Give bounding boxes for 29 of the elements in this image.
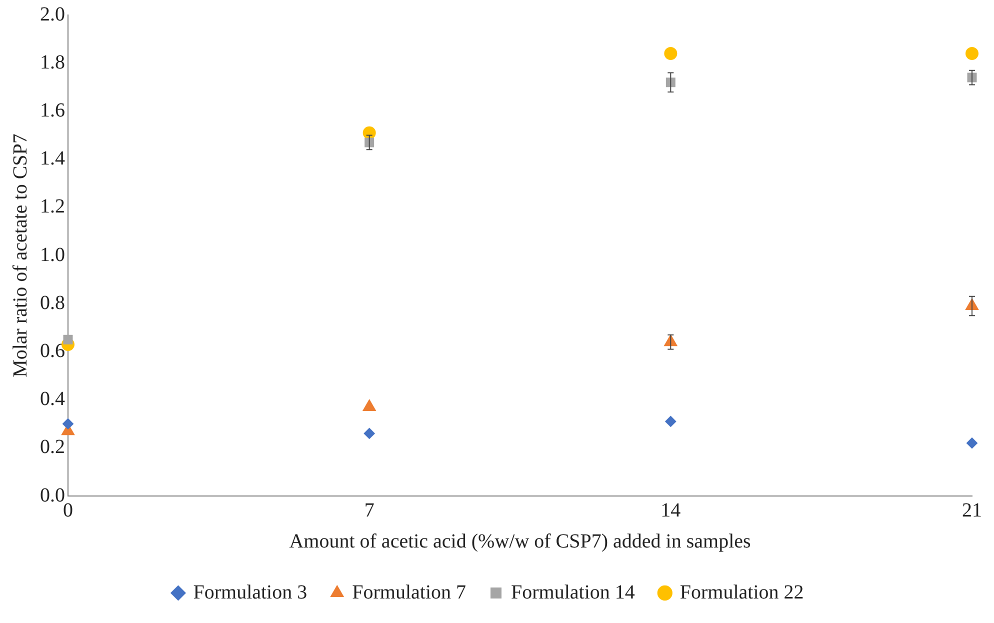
y-tick-label: 0.4 bbox=[40, 388, 65, 410]
point bbox=[362, 400, 376, 412]
y-tick-label: 0.2 bbox=[40, 436, 65, 458]
legend-label: Formulation 22 bbox=[680, 581, 804, 604]
y-tick-label: 0.8 bbox=[40, 292, 65, 314]
point bbox=[664, 46, 678, 60]
point bbox=[665, 416, 676, 427]
point bbox=[364, 428, 375, 439]
point bbox=[966, 46, 978, 60]
x-tick-label: 0 bbox=[63, 499, 73, 522]
y-tick-label: 0.0 bbox=[40, 484, 65, 506]
point bbox=[62, 418, 74, 430]
y-tick-label: 2.0 bbox=[40, 3, 65, 26]
x-axis-title: Amount of acetic acid (%w/w of CSP7) added in samples bbox=[289, 530, 751, 552]
y-tick-label: 0.6 bbox=[40, 340, 65, 362]
legend-label: Formulation 3 bbox=[193, 581, 308, 604]
y-tick-label: 1.0 bbox=[40, 244, 65, 266]
x-tick-label: 21 bbox=[962, 499, 982, 522]
legend-label: Formulation 7 bbox=[352, 581, 466, 604]
x-tick-label: 7 bbox=[364, 499, 374, 522]
y-tick-label: 1.4 bbox=[40, 148, 65, 170]
y-tick-label: 1.8 bbox=[40, 51, 65, 74]
x-tick-label: 14 bbox=[660, 499, 681, 522]
y-tick-label: 1.2 bbox=[40, 196, 65, 218]
y-axis-title: Molar ratio of acetate to CSP7 bbox=[9, 134, 32, 378]
y-tick-label: 1.6 bbox=[40, 99, 65, 122]
point bbox=[63, 334, 73, 344]
point bbox=[966, 438, 978, 449]
legend-label: Formulation 14 bbox=[511, 581, 635, 604]
